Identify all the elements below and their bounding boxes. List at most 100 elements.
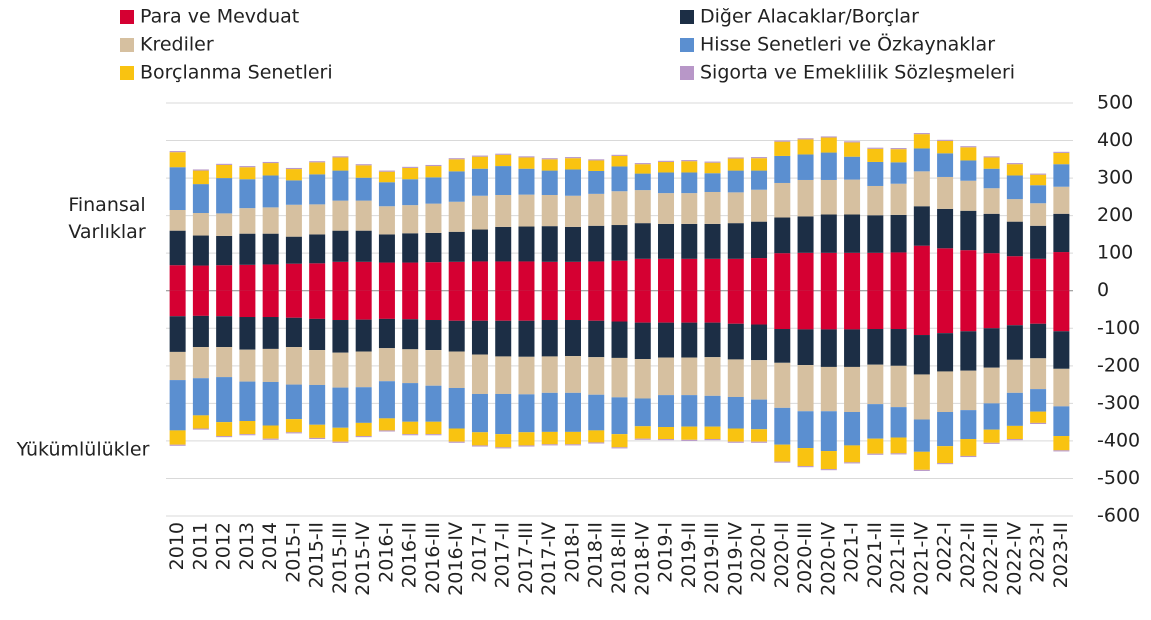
bar-segment — [285, 180, 302, 205]
bar-segment — [192, 315, 209, 348]
bar-segment — [169, 210, 186, 231]
bar-segment — [658, 258, 675, 291]
y-tick-label: -300 — [1097, 392, 1140, 414]
bar-segment — [820, 152, 837, 180]
bar-segment — [355, 200, 372, 231]
bar-segment — [541, 320, 558, 357]
bar-segment — [797, 179, 814, 217]
bar-segment — [960, 455, 977, 458]
x-tick-label: 2019-I — [655, 522, 677, 583]
bar-segment — [448, 231, 465, 262]
bar-segment — [820, 252, 837, 291]
bar-segment — [495, 261, 512, 291]
bar-segment — [681, 258, 698, 291]
bar-segment — [844, 179, 861, 215]
x-tick-label: 2021-II — [864, 522, 886, 588]
x-tick-label: 2023-II — [1050, 522, 1072, 588]
bar-segment — [774, 182, 791, 218]
x-tick-label: 2018-IV — [631, 522, 653, 596]
bar-segment — [448, 387, 465, 429]
bar-segment — [332, 200, 349, 231]
bar-segment — [588, 320, 605, 358]
bar-segment — [634, 258, 651, 291]
bar-segment — [704, 290, 721, 323]
bar-segment — [751, 441, 768, 443]
bar-segment — [960, 331, 977, 371]
bar-segment — [169, 351, 186, 381]
bar-segment — [937, 463, 954, 465]
bar-segment — [262, 290, 279, 318]
bar-segment — [867, 252, 884, 291]
legend-swatch — [120, 10, 134, 24]
bar-segment — [937, 153, 954, 177]
bar-segment — [611, 166, 628, 192]
bar-segment — [937, 248, 954, 291]
bar-segment — [402, 205, 419, 234]
legend-label: Hisse Senetleri ve Özkaynaklar — [700, 33, 995, 56]
bar-segment — [588, 430, 605, 443]
bar-segment — [448, 158, 465, 160]
bar-segment — [518, 394, 535, 433]
bar-segment — [751, 189, 768, 222]
bar-segment — [425, 232, 442, 263]
bar-segment — [541, 261, 558, 291]
bar-segment — [867, 290, 884, 330]
bar-segment — [285, 419, 302, 433]
bar-segment — [727, 359, 744, 397]
bar-segment — [425, 203, 442, 233]
bar-segment — [518, 156, 535, 158]
bar-segment — [960, 180, 977, 211]
x-tick-label: 2021-IV — [910, 522, 932, 596]
bar-segment — [983, 188, 1000, 214]
y-tick-label: 0 — [1097, 279, 1109, 301]
bar-segment — [913, 133, 930, 135]
bar-segment — [658, 427, 675, 440]
bar-segment — [309, 384, 326, 425]
bar-segment — [495, 320, 512, 357]
bar-segment — [564, 169, 581, 196]
bar-segment — [192, 235, 209, 266]
bar-segment — [704, 191, 721, 224]
bar-segment — [658, 395, 675, 428]
bar-segment — [1053, 368, 1070, 407]
bar-segment — [262, 233, 279, 265]
bar-segment — [402, 179, 419, 206]
bar-segment — [797, 138, 814, 140]
bar-segment — [471, 229, 488, 262]
bar-segment — [727, 192, 744, 224]
bar-segment — [355, 436, 372, 438]
bar-segment — [564, 320, 581, 357]
bar-segment — [518, 432, 535, 446]
bar-segment — [681, 172, 698, 194]
bar-segment — [332, 387, 349, 428]
bar-segment — [309, 437, 326, 440]
bar-segment — [727, 396, 744, 429]
bar-segment — [797, 139, 814, 155]
bar-segment — [844, 290, 861, 330]
bar-segment — [448, 201, 465, 232]
bar-segment — [495, 434, 512, 448]
bar-segment — [495, 194, 512, 227]
bar-segment — [1030, 422, 1047, 425]
bar-segment — [378, 290, 395, 319]
bar-segment — [169, 290, 186, 317]
bar-segment — [239, 167, 256, 180]
bar-segment — [937, 446, 954, 464]
bar-segment — [960, 210, 977, 251]
bar-segment — [495, 393, 512, 435]
x-tick-label: 2020-II — [771, 522, 793, 588]
bar-segment — [704, 258, 721, 291]
y-tick-label: -100 — [1097, 317, 1140, 339]
bar-segment — [890, 453, 907, 455]
bar-segment — [727, 170, 744, 193]
y-tick-label: -400 — [1097, 429, 1140, 451]
bar-segment — [727, 323, 744, 360]
bar-segment — [913, 206, 930, 246]
bar-segment — [518, 320, 535, 357]
bar-segment — [239, 290, 256, 318]
bar-segment — [797, 252, 814, 291]
bar-segment — [867, 215, 884, 253]
x-tick-label: 2015-III — [329, 522, 351, 594]
bar-segment — [797, 448, 814, 467]
bar-segment — [355, 319, 372, 352]
